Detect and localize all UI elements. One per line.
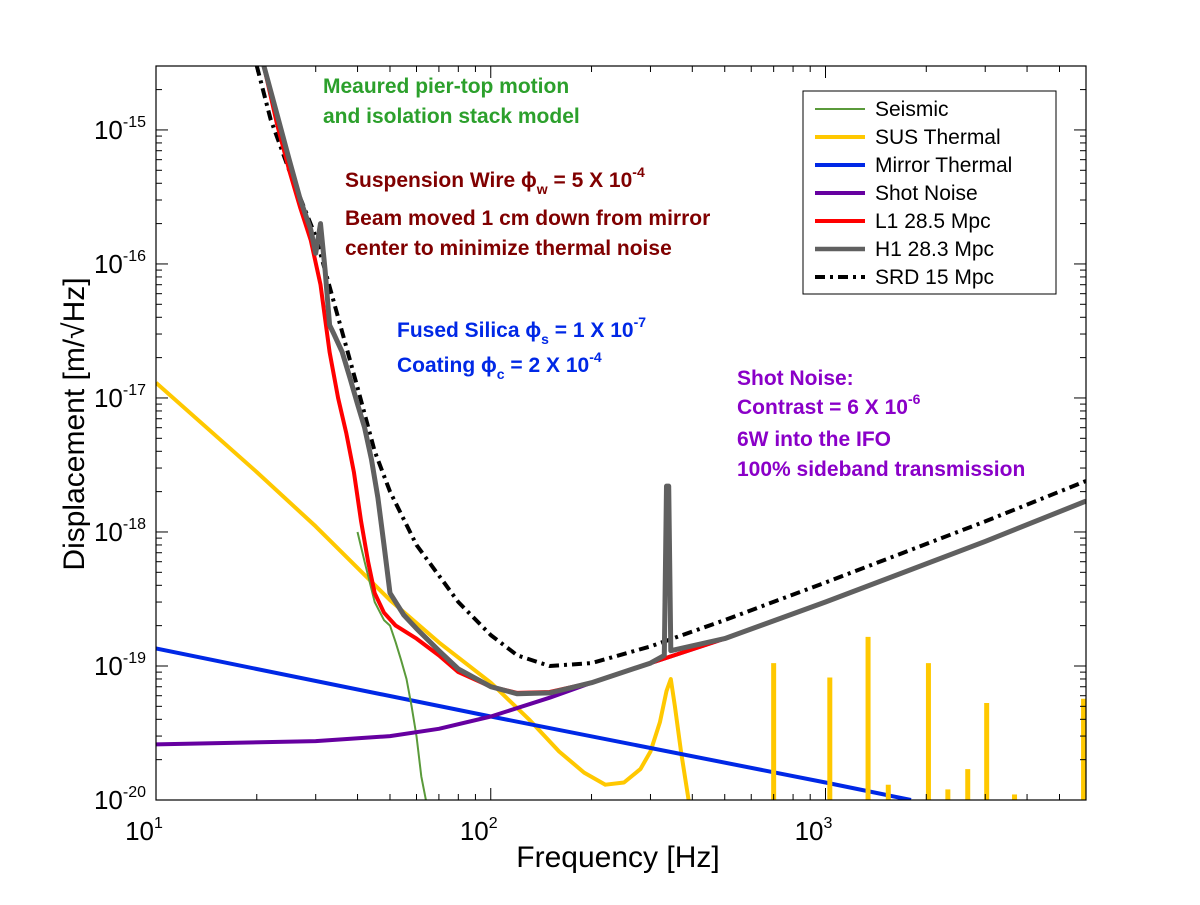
annotation-text-after: = 2 X 10 bbox=[505, 354, 590, 377]
series-line-sus-thermal bbox=[156, 381, 691, 800]
legend-label-srd-15-mpc: SRD 15 Mpc bbox=[875, 266, 994, 289]
annotation-superscript: -4 bbox=[589, 349, 602, 365]
legend: Seismic SUS Thermal Mirror Thermal Shot Noi… bbox=[802, 90, 1057, 295]
annotation-text: 100% sideband transmission bbox=[737, 458, 1025, 481]
y-tick-label: 10-18 bbox=[94, 516, 146, 547]
annotation-5: center to minimize thermal noise bbox=[345, 237, 672, 260]
y-tick-label: 10-15 bbox=[94, 114, 146, 145]
annotation-superscript: -6 bbox=[908, 391, 921, 407]
y-tick-label-base: 10 bbox=[94, 249, 123, 279]
annotation-text: Shot Noise: bbox=[737, 367, 854, 390]
x-tick-label-exp: 2 bbox=[489, 815, 498, 832]
y-tick-label: 10-17 bbox=[94, 382, 146, 413]
x-tick-label-base: 10 bbox=[795, 816, 824, 846]
y-tick-label: 10-16 bbox=[94, 248, 146, 279]
annotation-text: Suspension Wire ϕ bbox=[345, 169, 537, 192]
series-line-srd-15-mpc bbox=[254, 66, 1086, 668]
y-tick-label-base: 10 bbox=[94, 383, 123, 413]
annotation-text: 6W into the IFO bbox=[737, 428, 891, 451]
annotation-6: Fused Silica ϕs = 1 X 10-7 bbox=[397, 314, 646, 347]
x-tick-label-base: 10 bbox=[125, 816, 154, 846]
y-tick-label-base: 10 bbox=[94, 115, 123, 145]
annotation-superscript: -7 bbox=[634, 314, 647, 330]
annotation-text: center to minimize thermal noise bbox=[345, 237, 672, 260]
series-line-seismic bbox=[356, 531, 427, 800]
x-axis-title: Frequency [Hz] bbox=[516, 841, 719, 874]
legend-label-seismic: Seismic bbox=[875, 98, 949, 121]
annotation-3: Suspension Wire ϕw = 5 X 10-4 bbox=[345, 164, 645, 197]
y-tick-label: 10-19 bbox=[94, 650, 146, 681]
y-tick-label: 10-20 bbox=[94, 784, 146, 815]
annotation-text: Fused Silica ϕ bbox=[397, 319, 541, 342]
legend-label-l1-28-5-mpc: L1 28.5 Mpc bbox=[875, 210, 991, 233]
annotation-subscript: w bbox=[536, 181, 548, 197]
x-tick-label-exp: 3 bbox=[824, 815, 833, 832]
y-tick-label-exp: -17 bbox=[123, 382, 146, 399]
y-tick-label-exp: -18 bbox=[123, 516, 146, 533]
annotation-layer: Meaured pier-top motion and isolation sta… bbox=[323, 75, 1025, 481]
annotation-text: Contrast = 6 X 10 bbox=[737, 396, 908, 419]
annotation-text: and isolation stack model bbox=[323, 105, 580, 128]
y-tick-label-base: 10 bbox=[94, 517, 123, 547]
x-tick-label-exp: 1 bbox=[154, 815, 163, 832]
legend-label-sus-thermal: SUS Thermal bbox=[875, 126, 1001, 149]
annotation-11: 100% sideband transmission bbox=[737, 458, 1025, 481]
x-tick-label: 103 bbox=[795, 815, 833, 846]
y-tick-label-base: 10 bbox=[94, 651, 123, 681]
annotation-10: 6W into the IFO bbox=[737, 428, 891, 451]
x-tick-label: 102 bbox=[460, 815, 498, 846]
annotation-subscript: s bbox=[541, 331, 549, 347]
x-tick-label-base: 10 bbox=[460, 816, 489, 846]
annotation-text-after: = 5 X 10 bbox=[548, 169, 633, 192]
annotation-4: Beam moved 1 cm down from mirror bbox=[345, 207, 710, 230]
annotation-8: Shot Noise: bbox=[737, 367, 854, 390]
plot-frame bbox=[155, 65, 1087, 801]
legend-label-shot-noise: Shot Noise bbox=[875, 182, 978, 205]
annotation-text-after: = 1 X 10 bbox=[549, 319, 634, 342]
y-tick-label-exp: -19 bbox=[123, 650, 146, 667]
annotation-text: Coating ϕ bbox=[397, 354, 497, 377]
y-tick-label-exp: -16 bbox=[123, 248, 146, 265]
series-layer bbox=[156, 66, 1086, 800]
y-axis-title: Displacement [m/√Hz] bbox=[58, 277, 91, 570]
annotation-text: Meaured pier-top motion bbox=[323, 75, 569, 98]
annotation-superscript: -4 bbox=[632, 164, 645, 180]
annotation-2: and isolation stack model bbox=[323, 105, 580, 128]
series-line-h1-28-3-mpc bbox=[261, 66, 1086, 697]
tick-layer bbox=[155, 66, 1087, 801]
y-tick-label-base: 10 bbox=[94, 785, 123, 815]
annotation-9: Contrast = 6 X 10-6 bbox=[737, 391, 921, 419]
annotation-text: Beam moved 1 cm down from mirror bbox=[345, 207, 710, 230]
x-tick-label: 101 bbox=[125, 815, 163, 846]
y-tick-label-exp: -15 bbox=[123, 114, 146, 131]
legend-label-mirror-thermal: Mirror Thermal bbox=[875, 154, 1012, 177]
annotation-1: Meaured pier-top motion bbox=[323, 75, 569, 98]
y-tick-label-exp: -20 bbox=[123, 784, 146, 801]
annotation-7: Coating ϕc = 2 X 10-4 bbox=[397, 349, 602, 382]
annotation-subscript: c bbox=[497, 366, 505, 382]
legend-label-h1-28-3-mpc: H1 28.3 Mpc bbox=[875, 238, 994, 261]
